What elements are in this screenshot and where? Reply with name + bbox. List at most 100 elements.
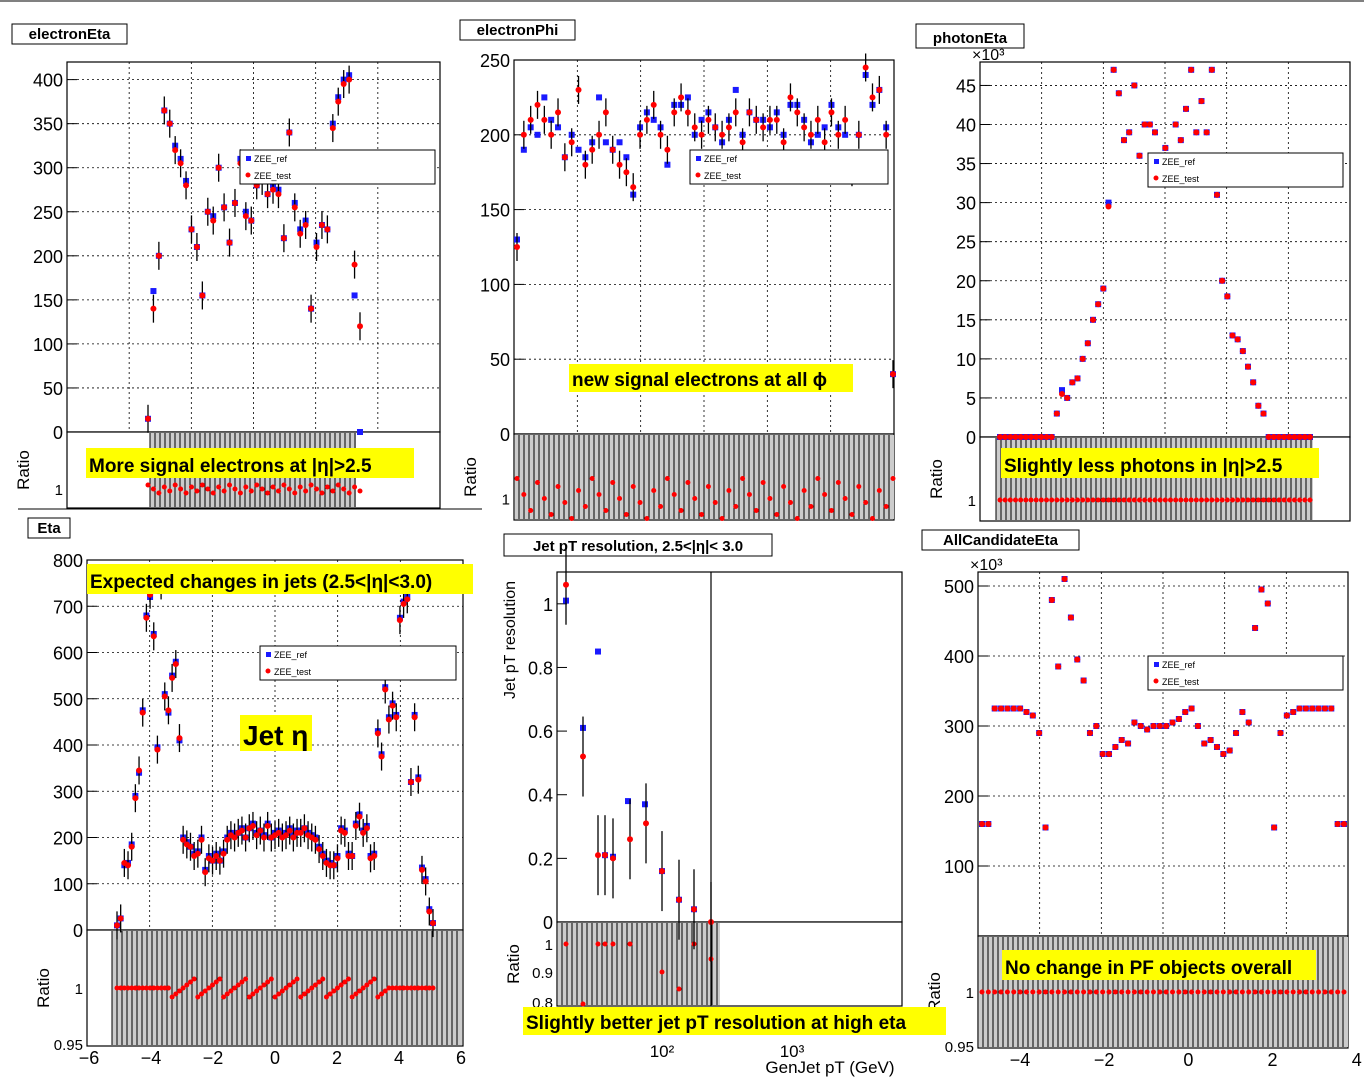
chart-photonEta-ref-point [1105, 199, 1112, 206]
chart-electronEta-test-point [324, 226, 331, 233]
chart-electronEta-test-point [183, 182, 190, 189]
chart-jetEta-test-point [202, 869, 209, 876]
chart-electronPhi-test-point [650, 101, 657, 108]
chart-jetEta-test-point [275, 829, 282, 836]
chart-photonEta-test-point [1177, 137, 1184, 144]
chart-photonEta-ratio-point [1126, 497, 1132, 503]
chart-photonEta-test-point [1245, 363, 1251, 370]
chart-electronPhi-test-point [637, 131, 644, 138]
chart-electronPhi-test-point [657, 131, 664, 138]
chart-electronPhi-test-point [561, 154, 568, 161]
chart-jetEta-ratio-point [338, 982, 344, 988]
chart-electronEta-ratio-point [150, 486, 156, 492]
annotation-electron-phi-bg [569, 364, 853, 392]
chart-electronEta-test-point [286, 129, 293, 136]
chart-jetEta-test-point [231, 834, 238, 841]
chart-electronEta-test-point [193, 244, 200, 250]
chart-allCandidateEta-legend-ref-marker [1154, 662, 1159, 667]
chart-electronEta-ratio-tick: 1 [55, 482, 63, 499]
chart-jetRes-test-point [563, 581, 569, 588]
chart-jetEta-test-point [422, 878, 429, 885]
chart-jetEta-test-point [176, 735, 183, 742]
chart-jetEta-ratio-point [360, 985, 366, 991]
chart-electronPhi-test-point [773, 116, 780, 123]
chart-jetEta-test-point [128, 843, 135, 850]
chart-photonEta-ratio-point [1059, 497, 1065, 503]
chart-allCandidateEta-test-point [1074, 656, 1081, 663]
chart-electronEta-legend [239, 149, 436, 185]
chart-allCandidateEta-test-point [1283, 712, 1290, 719]
chart-jetEta-ratio-point [221, 994, 227, 1000]
chart-electronPhi-test-point [814, 116, 821, 123]
chart-jetEta-ratio-point [154, 985, 160, 991]
chart-jetEta-test-point [154, 746, 161, 753]
chart-electronEta-ratio-point [308, 482, 314, 488]
chart-electronEta-ratio-point [341, 486, 347, 492]
chart-jetRes-title: Jet pT resolution, 2.5<|η|< 3.0 [533, 538, 743, 555]
chart-allCandidateEta-title: AllCandidateEta [943, 532, 1059, 549]
chart-electronPhi-ytick-label: 250 [480, 51, 510, 71]
chart-electronEta-test-point [215, 164, 222, 171]
chart-jetEta-ratio-point [228, 988, 234, 994]
chart-electronPhi-test-point [623, 169, 630, 176]
chart-photonEta-ratio-point [1224, 497, 1230, 503]
chart-jetEta-ytick-label: 800 [53, 551, 83, 571]
chart-photonEta-ratio-label: Ratio [927, 459, 946, 499]
chart-electronPhi-ratio-point [644, 516, 650, 521]
chart-allCandidateEta-test-point [1086, 730, 1093, 736]
chart-allCandidateEta-test-point [1182, 709, 1189, 715]
chart-jetEta-ratio-point [151, 985, 157, 991]
chart-electronPhi-ref-point [548, 116, 555, 123]
chart-electronEta-ratio-point [216, 484, 222, 490]
chart-photonEta-ratio-point [1286, 497, 1292, 503]
chart-allCandidateEta-test-point [1188, 705, 1195, 712]
chart-jetEta-ratio-point [143, 985, 149, 991]
chart-photonEta-test-point [1012, 434, 1019, 440]
chart-jetEta-test-point [415, 776, 422, 783]
chart-electronPhi-ratio-tick: 1 [502, 492, 510, 509]
chart-jetEta-ratio-point [412, 985, 418, 991]
chart-electronEta-ratio-point [183, 490, 189, 496]
chart-allCandidateEta-ratio-point [985, 989, 991, 995]
chart-electronPhi-test-point [609, 146, 616, 153]
chart-allCandidateEta-ratio-point [1119, 989, 1125, 995]
chart-photonEta-ratio-point [1080, 497, 1086, 503]
chart-photonEta-ratio-point [1230, 497, 1235, 503]
chart-jetRes-ratio-band [557, 923, 720, 1005]
chart-allCandidateEta-ytick-label: 400 [944, 647, 974, 667]
chart-allCandidateEta-test-point [1093, 723, 1100, 729]
chart-jetEta-test-point [389, 702, 396, 709]
chart-jetRes-ratio-point [595, 941, 601, 947]
chart-photonEta-ratio-point [1085, 497, 1091, 503]
chart-allCandidateEta-test-point [1233, 730, 1240, 736]
chart-jetRes-xtick-label: 10² [650, 1042, 675, 1061]
chart-photonEta-test-point [1208, 66, 1215, 73]
chart-allCandidateEta-ratio-point [1246, 989, 1252, 995]
chart-photonEta-test-point [1291, 434, 1298, 440]
chart-jetEta-test-point [172, 661, 179, 668]
chart-jetEta-ratio-point [408, 985, 414, 991]
chart-jetRes-ratio-tick: 0.9 [532, 965, 553, 982]
chart-electronEta-test-point [155, 252, 162, 259]
chart-electronEta-test-point [248, 217, 255, 224]
chart-photonEta-test-point [1224, 293, 1231, 300]
chart-photonEta-ref-point [1059, 387, 1065, 394]
chart-electronPhi-test-point [753, 116, 760, 123]
chart-jetEta-test-point [143, 614, 150, 621]
chart-photonEta-ratio-point [1245, 497, 1251, 503]
chart-electronEta-ratio-point [178, 486, 184, 492]
chart-electronPhi-ytick-label: 50 [490, 350, 510, 370]
chart-electronPhi-test-point [664, 146, 671, 153]
chart-photonEta-test-point [1265, 434, 1272, 440]
chart-jetEta-test-point [132, 795, 139, 802]
chart-jetRes-ratio-point [659, 969, 665, 975]
chart-jetEta-ratio-point [235, 982, 241, 988]
chart-electronPhi-test-point [869, 94, 876, 101]
chart-jetEta-ratio-point [334, 985, 340, 991]
chart-photonEta-test-point [1095, 301, 1102, 308]
chart-jetEta-ratio-point [232, 985, 238, 991]
chart-photonEta-legend-test-marker [1153, 175, 1159, 181]
chart-photonEta-test-point [1105, 203, 1112, 210]
chart-jetEta-ratio-point [323, 994, 329, 1000]
chart-jetRes-test-point [610, 855, 616, 862]
